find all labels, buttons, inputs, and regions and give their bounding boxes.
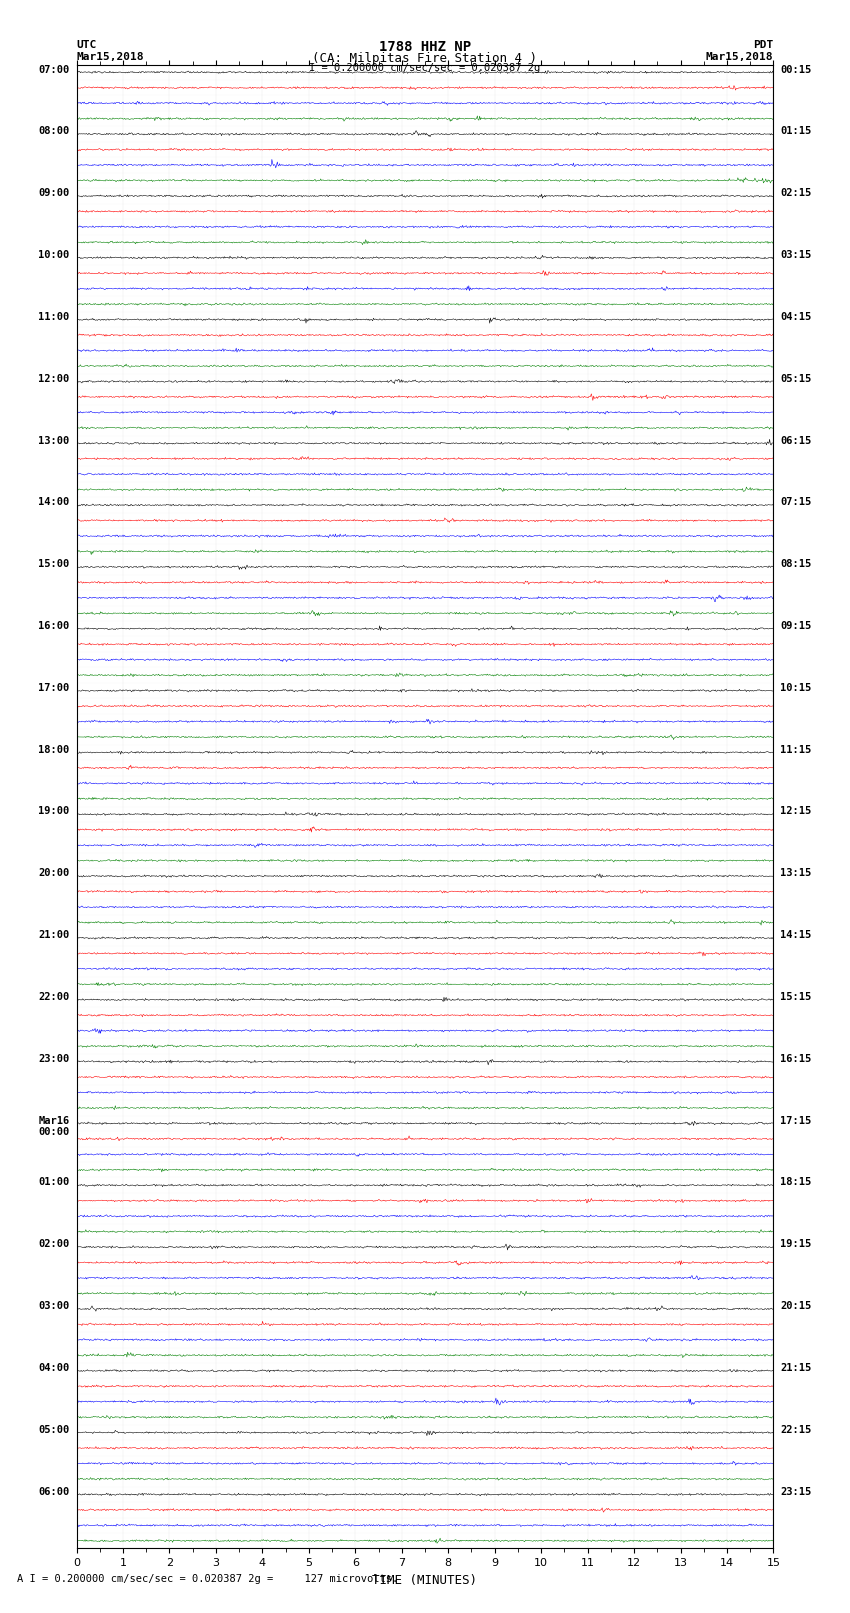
Text: 17:00: 17:00 <box>38 682 70 694</box>
Text: (CA: Milpitas Fire Station 4 ): (CA: Milpitas Fire Station 4 ) <box>313 52 537 65</box>
Text: 05:15: 05:15 <box>780 374 812 384</box>
Text: 04:00: 04:00 <box>38 1363 70 1373</box>
Text: 03:00: 03:00 <box>38 1302 70 1311</box>
Text: 22:15: 22:15 <box>780 1424 812 1436</box>
Text: 19:00: 19:00 <box>38 806 70 816</box>
Text: 13:00: 13:00 <box>38 436 70 445</box>
Text: 17:15: 17:15 <box>780 1116 812 1126</box>
Text: 13:15: 13:15 <box>780 868 812 879</box>
Text: 11:00: 11:00 <box>38 311 70 323</box>
Text: 00:15: 00:15 <box>780 65 812 74</box>
Text: 07:00: 07:00 <box>38 65 70 74</box>
Text: 05:00: 05:00 <box>38 1424 70 1436</box>
Text: Mar15,2018: Mar15,2018 <box>76 52 144 61</box>
Text: Mar16
00:00: Mar16 00:00 <box>38 1116 70 1137</box>
Text: 21:00: 21:00 <box>38 931 70 940</box>
Text: 12:00: 12:00 <box>38 374 70 384</box>
Text: 09:15: 09:15 <box>780 621 812 631</box>
Text: 01:00: 01:00 <box>38 1177 70 1187</box>
Text: 21:15: 21:15 <box>780 1363 812 1373</box>
Text: I = 0.200000 cm/sec/sec = 0.020387 2g: I = 0.200000 cm/sec/sec = 0.020387 2g <box>309 63 541 73</box>
Text: 02:15: 02:15 <box>780 189 812 198</box>
Text: 01:15: 01:15 <box>780 126 812 137</box>
Text: 18:15: 18:15 <box>780 1177 812 1187</box>
Text: A I = 0.200000 cm/sec/sec = 0.020387 2g =     127 microvolts.: A I = 0.200000 cm/sec/sec = 0.020387 2g … <box>17 1574 399 1584</box>
Text: Mar15,2018: Mar15,2018 <box>706 52 774 61</box>
Text: UTC: UTC <box>76 40 97 50</box>
Text: 15:00: 15:00 <box>38 560 70 569</box>
Text: 10:00: 10:00 <box>38 250 70 260</box>
Text: 14:00: 14:00 <box>38 497 70 508</box>
Text: 14:15: 14:15 <box>780 931 812 940</box>
Text: 20:15: 20:15 <box>780 1302 812 1311</box>
Text: 23:15: 23:15 <box>780 1487 812 1497</box>
Text: 07:15: 07:15 <box>780 497 812 508</box>
Text: 06:00: 06:00 <box>38 1487 70 1497</box>
Text: 19:15: 19:15 <box>780 1239 812 1250</box>
Text: 22:00: 22:00 <box>38 992 70 1002</box>
Text: 02:00: 02:00 <box>38 1239 70 1250</box>
Text: 16:15: 16:15 <box>780 1053 812 1065</box>
Text: 09:00: 09:00 <box>38 189 70 198</box>
Text: 12:15: 12:15 <box>780 806 812 816</box>
Text: 08:00: 08:00 <box>38 126 70 137</box>
Text: 08:15: 08:15 <box>780 560 812 569</box>
Text: 1788 HHZ NP: 1788 HHZ NP <box>379 40 471 55</box>
Text: 23:00: 23:00 <box>38 1053 70 1065</box>
Text: 10:15: 10:15 <box>780 682 812 694</box>
Text: 04:15: 04:15 <box>780 311 812 323</box>
Text: 20:00: 20:00 <box>38 868 70 879</box>
Text: 15:15: 15:15 <box>780 992 812 1002</box>
Text: 11:15: 11:15 <box>780 745 812 755</box>
Text: 06:15: 06:15 <box>780 436 812 445</box>
X-axis label: TIME (MINUTES): TIME (MINUTES) <box>372 1574 478 1587</box>
Text: PDT: PDT <box>753 40 774 50</box>
Text: 03:15: 03:15 <box>780 250 812 260</box>
Text: 18:00: 18:00 <box>38 745 70 755</box>
Text: 16:00: 16:00 <box>38 621 70 631</box>
